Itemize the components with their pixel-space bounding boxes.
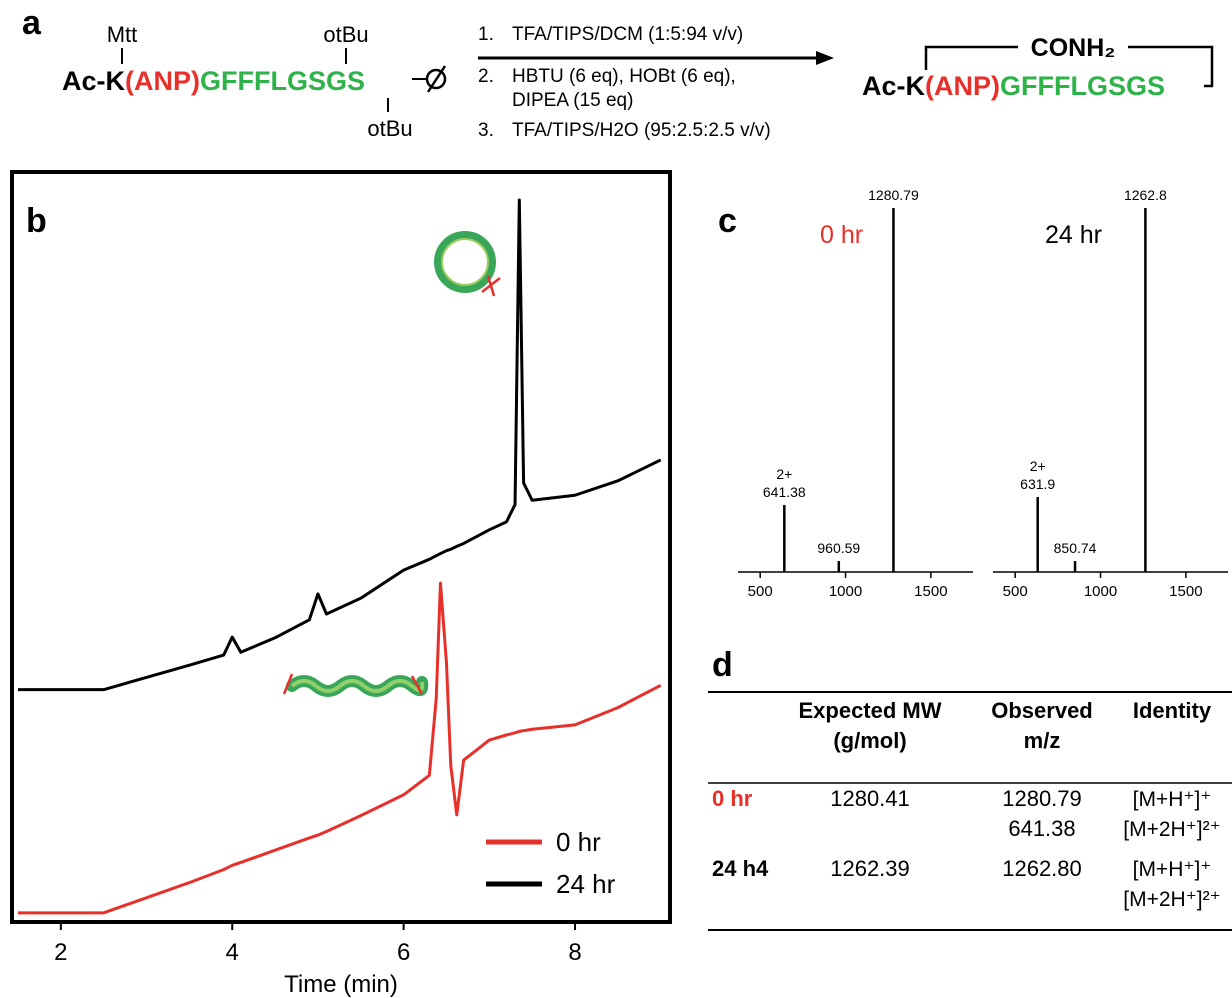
cell: [M+2H⁺]²⁺ — [1123, 818, 1220, 841]
bridge-group: CONH₂ — [1031, 34, 1116, 62]
cyclic-icon — [442, 239, 488, 285]
step-text: TFA/TIPS/H2O (95:2.5:2.5 v/v) — [512, 120, 771, 141]
protecting-group: Mtt — [107, 22, 138, 47]
column-header: Expected MW — [798, 698, 941, 723]
column-header: m/z — [1024, 728, 1061, 753]
peptide-part: Ac-K — [862, 71, 926, 101]
legend-label: 24 hr — [556, 869, 616, 899]
protecting-group: otBu — [323, 22, 368, 47]
peptide-part: GFFFLGSGS — [200, 66, 365, 96]
protecting-group: otBu — [367, 116, 412, 141]
charge-label: 2+ — [1030, 458, 1046, 474]
spectrum-title: 0 hr — [820, 221, 863, 249]
peak-label: 631.9 — [1020, 476, 1055, 492]
step-text: HBTU (6 eq), HOBt (6 eq), — [512, 66, 736, 87]
step-number: 1. — [478, 24, 494, 45]
peak-label: 850.74 — [1054, 540, 1097, 556]
arrow-head — [816, 51, 834, 65]
plot-frame — [12, 172, 670, 922]
trace — [18, 200, 661, 690]
legend-label: 0 hr — [556, 827, 601, 857]
charge-label: 2+ — [776, 466, 792, 482]
x-tick-label: 1500 — [914, 583, 947, 600]
step-number: 3. — [478, 120, 494, 141]
column-header: (g/mol) — [833, 728, 906, 753]
x-tick-label: 2 — [54, 939, 67, 966]
step-text: TFA/TIPS/DCM (1:5:94 v/v) — [512, 24, 743, 45]
step-number: 2. — [478, 66, 494, 87]
peak-label: 641.38 — [763, 484, 806, 500]
column-header: Identity — [1133, 698, 1212, 723]
cell: [M+H⁺]⁺ — [1133, 858, 1212, 881]
cell: 1262.39 — [830, 856, 910, 881]
trace — [18, 583, 661, 913]
x-tick-label: 1000 — [1084, 583, 1117, 600]
x-axis-label: Time (min) — [284, 971, 398, 998]
cyclic-icon — [438, 235, 492, 289]
column-header: Observed — [991, 698, 1093, 723]
peak-label: 960.59 — [817, 540, 860, 556]
x-tick-label: 4 — [226, 939, 239, 966]
row-label: 0 hr — [712, 786, 753, 811]
panel-label: d — [712, 646, 733, 684]
cell: 1262.80 — [1002, 856, 1082, 881]
x-tick-label: 500 — [1003, 583, 1028, 600]
peptide: Ac-K(ANP)GFFFLGSGS — [62, 66, 365, 96]
cell: 1280.79 — [1002, 786, 1082, 811]
panel-label: c — [718, 202, 737, 240]
x-tick-label: 6 — [397, 939, 410, 966]
cell: 1280.41 — [830, 786, 910, 811]
panel-label: a — [22, 4, 42, 42]
peptide-part: (ANP) — [925, 71, 1000, 101]
cell: 641.38 — [1008, 816, 1075, 841]
cell: [M+2H⁺]²⁺ — [1123, 888, 1220, 911]
x-tick-label: 1000 — [829, 583, 862, 600]
row-label: 24 h4 — [712, 856, 769, 881]
peptide-part: Ac-K — [62, 66, 126, 96]
peak-label: 1262.8 — [1124, 187, 1167, 203]
peptide-part: (ANP) — [125, 66, 200, 96]
x-tick-label: 8 — [568, 939, 581, 966]
cell: [M+H⁺]⁺ — [1133, 788, 1212, 811]
peak-label: 1280.79 — [868, 187, 919, 203]
peptide-part: GFFFLGSGS — [1000, 71, 1165, 101]
x-tick-label: 500 — [748, 583, 773, 600]
step-text: DIPEA (15 eq) — [512, 90, 633, 111]
panel-label: b — [26, 202, 47, 240]
figure: abcdAc-K(ANP)GFFFLGSGSMttotBuotBu1.TFA/T… — [0, 0, 1232, 998]
peptide: Ac-K(ANP)GFFFLGSGS — [862, 71, 1165, 101]
x-tick-label: 1500 — [1169, 583, 1202, 600]
spectrum-title: 24 hr — [1045, 221, 1102, 249]
